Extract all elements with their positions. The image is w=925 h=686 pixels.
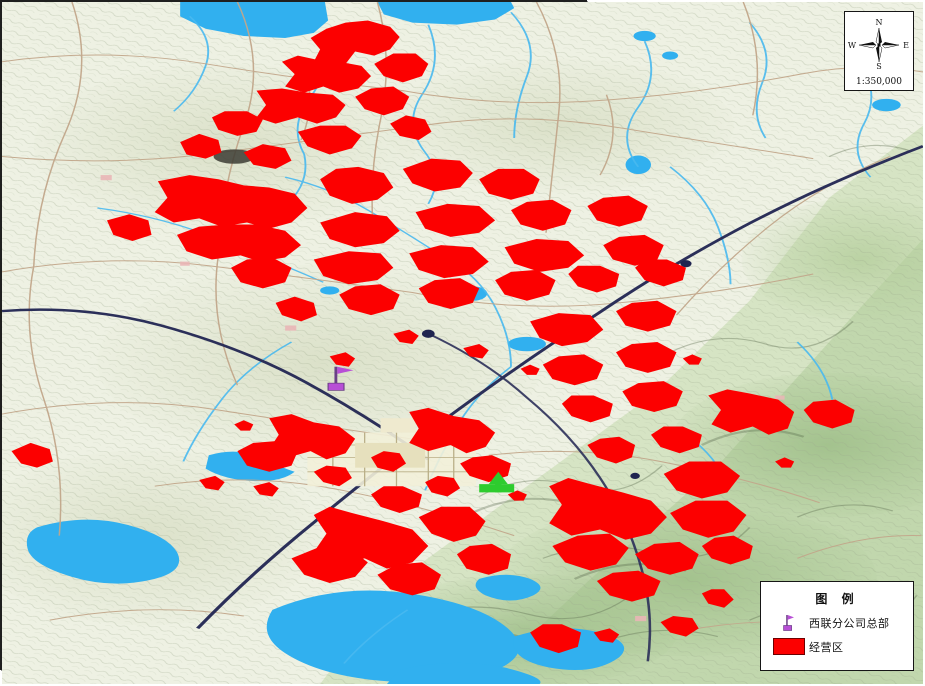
settlements xyxy=(100,175,785,622)
primary-highway xyxy=(2,145,923,630)
hq-purple-flag-marker xyxy=(327,366,354,391)
operating-area-polygons xyxy=(11,20,855,654)
water-bodies xyxy=(26,2,901,684)
hq-green-marker xyxy=(479,471,515,493)
